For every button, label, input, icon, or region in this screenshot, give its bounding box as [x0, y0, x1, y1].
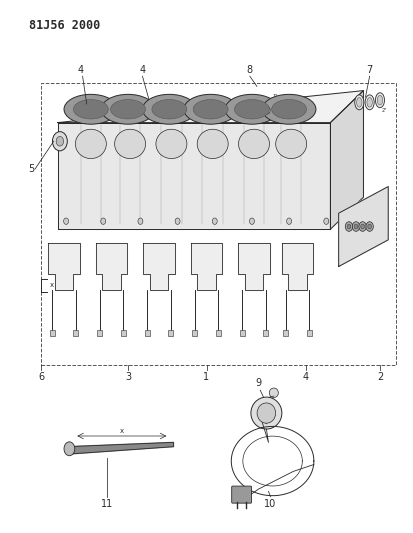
FancyBboxPatch shape [306, 330, 312, 336]
Ellipse shape [101, 94, 155, 124]
Polygon shape [238, 243, 270, 290]
Circle shape [361, 224, 364, 229]
Ellipse shape [357, 98, 362, 107]
Ellipse shape [275, 130, 306, 159]
Text: 11: 11 [101, 499, 114, 510]
Polygon shape [68, 442, 173, 454]
Ellipse shape [235, 100, 269, 119]
FancyBboxPatch shape [232, 486, 252, 503]
Polygon shape [48, 243, 80, 290]
Text: 81J56 2000: 81J56 2000 [29, 19, 100, 31]
Ellipse shape [64, 94, 118, 124]
Polygon shape [282, 243, 313, 290]
FancyBboxPatch shape [50, 330, 55, 336]
Ellipse shape [355, 95, 364, 110]
FancyBboxPatch shape [216, 330, 221, 336]
Polygon shape [58, 91, 363, 123]
Polygon shape [96, 243, 127, 290]
Circle shape [64, 442, 75, 456]
Text: 4: 4 [303, 372, 309, 382]
Circle shape [212, 218, 217, 224]
Circle shape [324, 218, 329, 224]
Ellipse shape [262, 94, 316, 124]
Ellipse shape [377, 95, 383, 105]
Text: 7: 7 [366, 64, 373, 75]
Circle shape [101, 218, 106, 224]
Ellipse shape [257, 403, 276, 423]
Ellipse shape [225, 94, 279, 124]
Text: 9: 9 [255, 378, 261, 388]
Circle shape [347, 224, 351, 229]
Text: 1": 1" [273, 93, 278, 99]
Ellipse shape [269, 388, 278, 398]
FancyBboxPatch shape [145, 330, 150, 336]
Ellipse shape [142, 94, 196, 124]
Ellipse shape [111, 100, 145, 119]
Ellipse shape [272, 100, 306, 119]
Ellipse shape [156, 130, 187, 159]
Circle shape [368, 224, 372, 229]
Circle shape [138, 218, 143, 224]
Ellipse shape [365, 95, 374, 110]
Text: 2: 2 [377, 372, 383, 382]
Circle shape [354, 224, 358, 229]
Circle shape [56, 136, 64, 146]
Text: 2": 2" [382, 108, 387, 113]
Text: 10: 10 [264, 499, 277, 510]
Text: 6: 6 [38, 372, 44, 382]
Ellipse shape [367, 98, 373, 107]
Circle shape [52, 132, 67, 151]
Text: 3: 3 [125, 372, 131, 382]
Circle shape [64, 218, 69, 224]
Circle shape [366, 222, 373, 231]
Text: x: x [120, 428, 124, 434]
Circle shape [264, 107, 270, 114]
Ellipse shape [239, 130, 270, 159]
Circle shape [359, 222, 366, 231]
FancyBboxPatch shape [169, 330, 173, 336]
Circle shape [249, 218, 254, 224]
Ellipse shape [193, 100, 228, 119]
Ellipse shape [375, 93, 385, 108]
FancyBboxPatch shape [263, 330, 268, 336]
Ellipse shape [76, 130, 107, 159]
Polygon shape [339, 187, 388, 266]
Circle shape [287, 218, 292, 224]
Ellipse shape [74, 100, 108, 119]
Text: 1: 1 [204, 372, 209, 382]
Ellipse shape [184, 94, 237, 124]
Circle shape [352, 222, 360, 231]
Ellipse shape [251, 397, 282, 429]
Polygon shape [143, 243, 175, 290]
Text: 5: 5 [28, 164, 34, 174]
Ellipse shape [115, 130, 146, 159]
FancyBboxPatch shape [121, 330, 126, 336]
FancyBboxPatch shape [74, 330, 78, 336]
Bar [41, 83, 396, 365]
Ellipse shape [152, 100, 187, 119]
Polygon shape [58, 123, 330, 229]
Ellipse shape [197, 130, 228, 159]
FancyBboxPatch shape [283, 330, 288, 336]
FancyBboxPatch shape [192, 330, 197, 336]
Text: 4: 4 [140, 64, 145, 75]
FancyBboxPatch shape [240, 330, 244, 336]
Polygon shape [330, 91, 363, 229]
Polygon shape [191, 243, 222, 290]
FancyBboxPatch shape [97, 330, 102, 336]
Circle shape [345, 222, 353, 231]
Text: 8: 8 [247, 64, 253, 75]
Circle shape [175, 218, 180, 224]
Text: x: x [50, 282, 54, 288]
Text: 4: 4 [78, 64, 83, 75]
